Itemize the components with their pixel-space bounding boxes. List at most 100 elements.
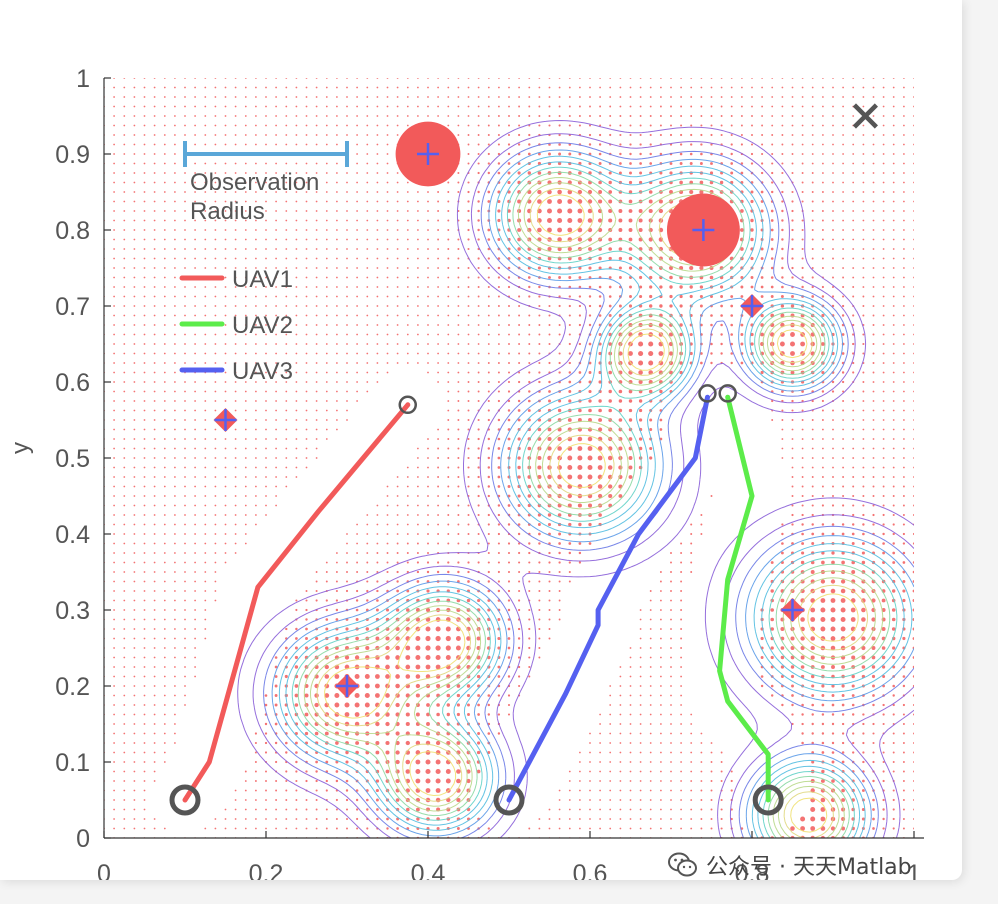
coverage-dot (457, 134, 460, 136)
coverage-dot (497, 171, 501, 175)
coverage-dot (204, 542, 207, 545)
coverage-dot (690, 124, 693, 127)
coverage-dot (528, 324, 531, 326)
coverage-dot (336, 305, 338, 307)
coverage-dot (639, 675, 642, 678)
coverage-dot (578, 295, 582, 298)
coverage-dot (305, 162, 308, 165)
coverage-dot (133, 172, 136, 174)
coverage-dot (133, 276, 136, 279)
coverage-dot (285, 229, 288, 231)
coverage-dot (113, 172, 115, 174)
coverage-dot (790, 370, 795, 375)
coverage-dot (842, 181, 845, 184)
coverage-dot (416, 191, 419, 193)
coverage-dot (841, 304, 845, 308)
coverage-dot (659, 628, 662, 630)
coverage-dot (851, 713, 855, 716)
coverage-dot (356, 86, 358, 89)
coverage-dot (791, 172, 794, 174)
coverage-dot (427, 191, 429, 193)
coverage-dot (356, 219, 358, 222)
coverage-dot (356, 390, 358, 393)
coverage-dot (457, 286, 460, 288)
coverage-dot (790, 304, 795, 308)
coverage-dot (699, 162, 703, 165)
coverage-dot (153, 172, 156, 174)
coverage-dot (781, 523, 784, 526)
coverage-dot (497, 675, 501, 678)
coverage-dot (680, 105, 683, 108)
coverage-dot (426, 589, 430, 593)
coverage-dot (832, 419, 834, 421)
coverage-dot (304, 731, 309, 736)
coverage-dot (113, 305, 115, 307)
coverage-dot (710, 96, 713, 98)
coverage-dot (415, 674, 421, 679)
coverage-dot (466, 655, 471, 660)
coverage-dot (285, 390, 288, 393)
coverage-dot (497, 199, 501, 204)
coverage-dot (801, 86, 804, 89)
coverage-dot (497, 570, 500, 574)
coverage-dot (832, 257, 834, 260)
coverage-dot (194, 181, 197, 184)
coverage-dot (740, 342, 744, 346)
coverage-dot (295, 314, 298, 317)
coverage-dot (265, 115, 267, 117)
coverage-dot (842, 485, 845, 488)
coverage-dot (730, 779, 733, 783)
coverage-dot (639, 86, 642, 89)
coverage-dot (366, 162, 369, 165)
coverage-dot (113, 181, 115, 184)
coverage-dot (244, 219, 247, 222)
coverage-dot (113, 400, 115, 402)
coverage-dot (811, 248, 814, 250)
coverage-dot (305, 134, 308, 136)
coverage-dot (113, 381, 115, 383)
coverage-dot (336, 428, 338, 431)
coverage-dot (265, 143, 267, 146)
coverage-dot (639, 827, 642, 830)
coverage-dot (690, 818, 693, 820)
coverage-dot (649, 704, 652, 706)
coverage-dot (366, 362, 369, 364)
coverage-dot (376, 181, 379, 184)
coverage-dot (619, 780, 622, 782)
coverage-dot (194, 124, 197, 127)
coverage-dot (680, 732, 683, 735)
coverage-dot (457, 276, 460, 279)
coverage-dot (791, 219, 794, 222)
coverage-dot (204, 229, 207, 231)
coverage-dot (467, 276, 470, 279)
coverage-dot (163, 229, 166, 231)
coverage-dot (609, 78, 612, 79)
coverage-dot (285, 447, 288, 450)
coverage-dot (204, 419, 207, 421)
coverage-dot (811, 722, 814, 726)
coverage-dot (598, 152, 602, 156)
coverage-dot (670, 770, 672, 773)
coverage-dot (487, 86, 490, 89)
coverage-dot (356, 371, 358, 374)
coverage-dot (315, 96, 318, 98)
coverage-dot (415, 617, 421, 622)
coverage-dot (275, 419, 277, 421)
coverage-dot (811, 428, 814, 431)
coverage-dot (689, 351, 693, 356)
coverage-dot (467, 352, 470, 355)
coverage-dot (386, 210, 389, 212)
coverage-dot (670, 647, 672, 649)
coverage-dot (295, 343, 298, 345)
coverage-dot (143, 542, 146, 545)
coverage-dot (234, 447, 237, 450)
coverage-dot (690, 533, 693, 535)
coverage-dot (477, 352, 480, 355)
coverage-dot (841, 722, 845, 726)
coverage-dot (587, 474, 593, 480)
coverage-dot (568, 78, 571, 79)
coverage-dot (376, 314, 379, 317)
coverage-dot (680, 96, 683, 98)
coverage-dot (163, 713, 166, 716)
coverage-dot (690, 571, 693, 573)
